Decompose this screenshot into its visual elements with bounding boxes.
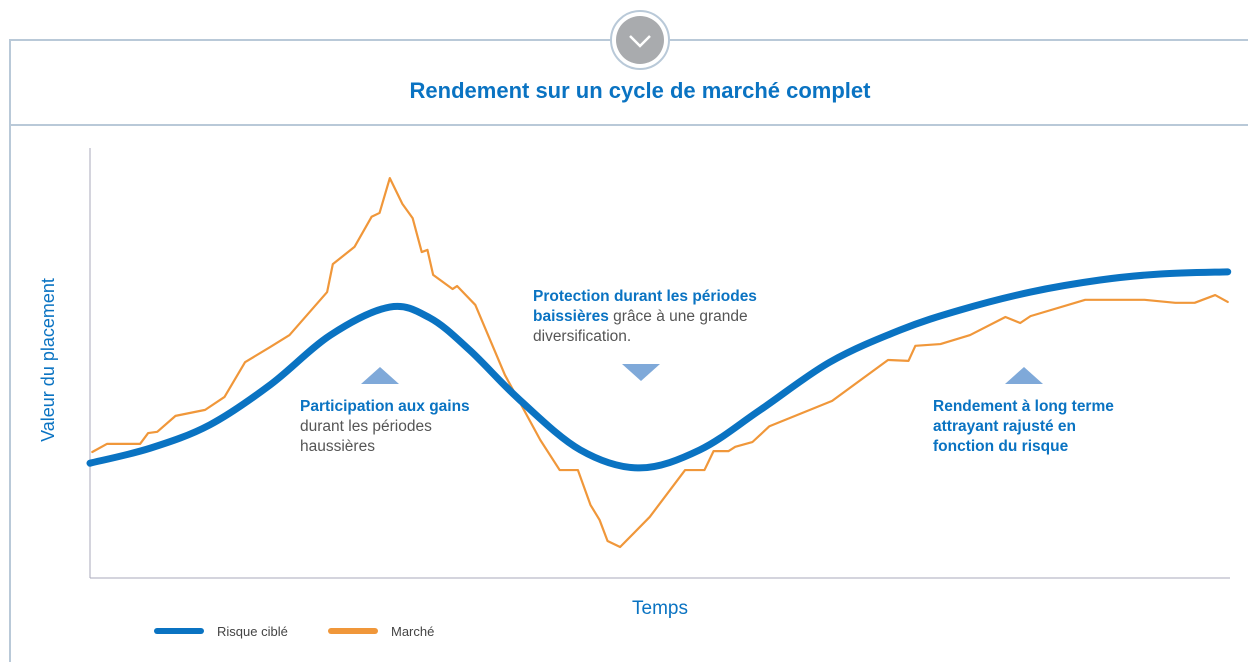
- frame: [9, 39, 1248, 662]
- line-series: [91, 177, 1229, 549]
- toggle-button[interactable]: [616, 16, 664, 64]
- marker-up: [361, 367, 399, 384]
- annotation: Rendement à long terme attrayant rajusté…: [933, 398, 1114, 455]
- marker-up: [1005, 367, 1043, 384]
- legend: Risque ciblé Marché: [154, 624, 434, 639]
- annotation: Participation aux gains durant les pério…: [300, 398, 470, 455]
- x-axis-label: Temps: [632, 598, 688, 619]
- marker-down: [622, 364, 660, 381]
- legend-label: Marché: [391, 624, 434, 639]
- annotation: Protection durant les périodes baissière…: [533, 288, 757, 345]
- legend-label: Risque ciblé: [217, 624, 288, 639]
- line-series: [86, 268, 1232, 472]
- chevron-icon: [629, 35, 651, 48]
- chart-title: Rendement sur un cycle de marché complet: [410, 78, 872, 103]
- y-axis-label: Valeur du placement: [38, 278, 58, 442]
